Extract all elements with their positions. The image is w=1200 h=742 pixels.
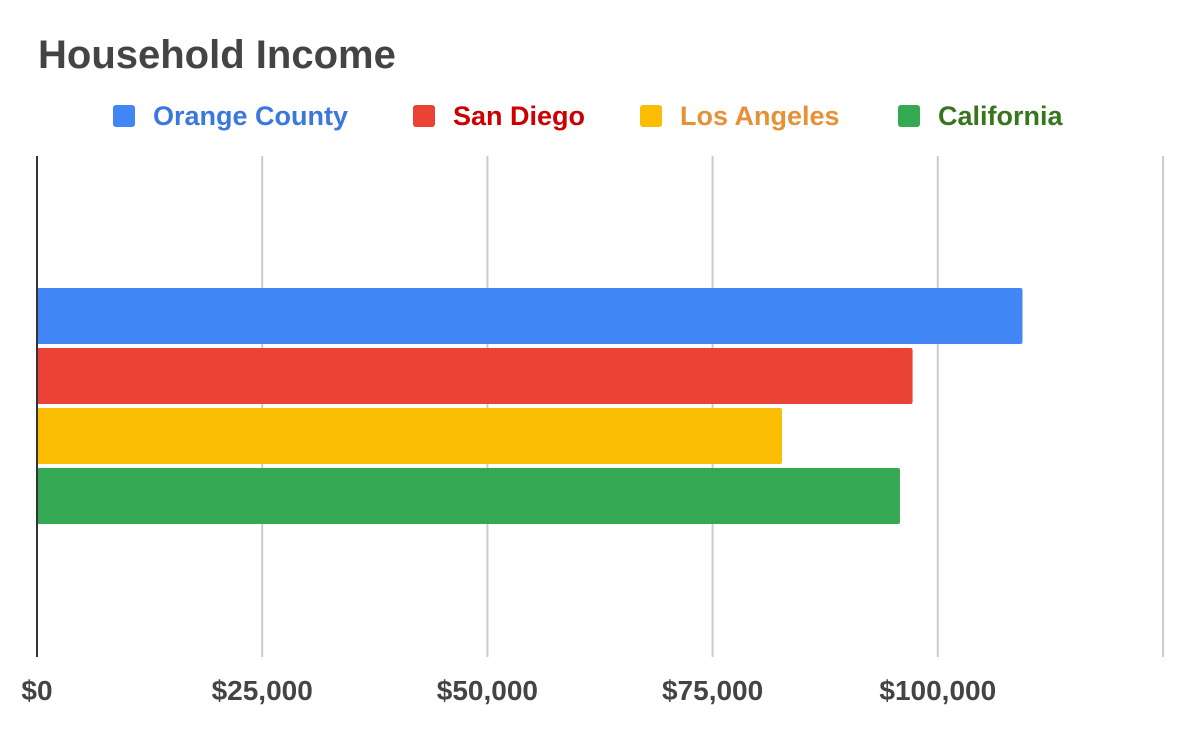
chart-title: Household Income	[38, 33, 396, 77]
legend-item-los-angeles: Los Angeles	[640, 98, 840, 134]
legend-swatch	[113, 105, 135, 127]
legend-swatch	[640, 105, 662, 127]
x-tick-label: $75,000	[662, 675, 763, 706]
bar-orange-county	[37, 288, 1023, 344]
x-tick-label: $100,000	[879, 675, 996, 706]
bar-los-angeles	[37, 408, 782, 464]
chart-legend: Orange County San Diego Los Angeles Cali…	[0, 98, 1200, 134]
bar-san-diego	[37, 348, 913, 404]
legend-label: San Diego	[453, 100, 586, 131]
legend-swatch	[413, 105, 435, 127]
legend-label: Orange County	[153, 100, 349, 131]
legend-item-orange-county: Orange County	[113, 98, 348, 134]
legend-swatch	[898, 105, 920, 127]
x-tick-label: $0	[21, 675, 52, 706]
legend-item-san-diego: San Diego	[413, 98, 585, 134]
legend-label: California	[938, 100, 1063, 131]
legend-item-california: California	[898, 98, 1063, 134]
bar-california	[37, 468, 900, 524]
legend-label: Los Angeles	[680, 100, 840, 131]
x-tick-label: $25,000	[212, 675, 313, 706]
x-tick-label: $50,000	[437, 675, 538, 706]
